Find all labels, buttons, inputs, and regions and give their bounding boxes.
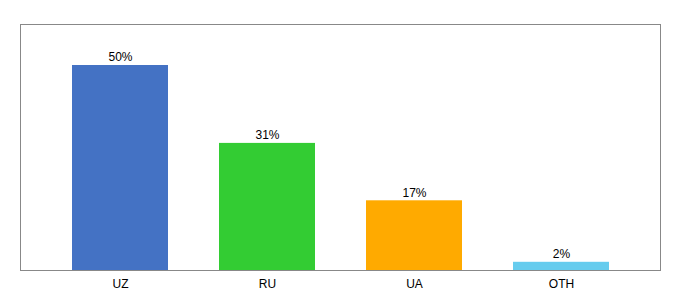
svg-text:RU: RU [259,277,276,291]
svg-text:17%: 17% [402,186,426,200]
svg-text:UA: UA [406,277,423,291]
svg-text:2%: 2% [553,247,571,261]
svg-text:31%: 31% [255,128,279,142]
svg-text:OTH: OTH [549,277,574,291]
svg-text:UZ: UZ [113,277,129,291]
svg-text:50%: 50% [108,50,132,64]
